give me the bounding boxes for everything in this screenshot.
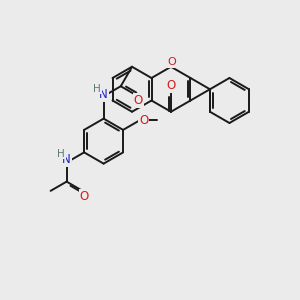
Text: N: N [62,153,71,166]
Text: O: O [167,57,176,67]
Text: O: O [134,94,143,107]
Text: N: N [99,88,108,101]
Text: O: O [80,190,89,203]
Text: O: O [167,79,176,92]
Text: H: H [57,148,65,158]
Text: O: O [139,114,148,127]
Text: H: H [93,84,101,94]
